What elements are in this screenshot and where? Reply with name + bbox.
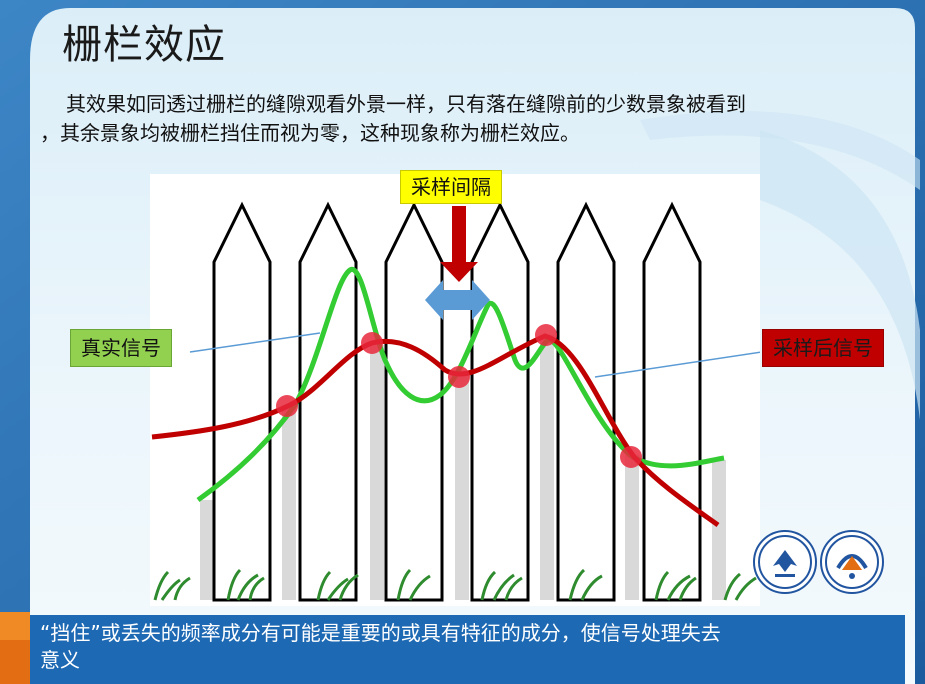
sampled-signal-label: 采样后信号 — [762, 329, 884, 367]
university-logo — [753, 530, 817, 594]
true-signal-pointer — [189, 332, 321, 353]
college-logo — [820, 530, 884, 594]
description-paragraph: 其效果如同透过栅栏的缝隙观看外景一样，只有落在缝隙前的少数景象被看到 ，其余景象… — [40, 90, 900, 148]
sampling-interval-arrows — [425, 206, 490, 320]
sampled-signal-pointer — [594, 351, 763, 378]
fence-diagram — [150, 174, 763, 606]
picket-1 — [212, 201, 272, 602]
grass — [153, 568, 757, 601]
picket-6 — [642, 201, 702, 602]
sample-bars — [200, 335, 726, 600]
footer-bar — [30, 615, 905, 684]
fence-pickets — [212, 201, 702, 602]
footer-text: “挡住”或丢失的频率成分有可能是重要的或具有特征的成分，使信号处理失去 意义 — [40, 620, 900, 674]
description-line-2: ，其余景象均被栅栏挡住而视为零，这种现象称为栅栏效应。 — [40, 121, 580, 145]
slide-title: 栅栏效应 — [62, 22, 226, 68]
description-line-1: 其效果如同透过栅栏的缝隙观看外景一样，只有落在缝隙前的少数景象被看到 — [66, 92, 746, 116]
fence-diagram-svg — [151, 201, 763, 602]
sampling-interval-label: 采样间隔 — [400, 170, 502, 204]
footer-line-2: 意义 — [40, 648, 80, 672]
footer-line-1: “挡住”或丢失的频率成分有可能是重要的或具有特征的成分，使信号处理失去 — [40, 621, 721, 645]
picket-3 — [384, 201, 444, 602]
picket-5 — [556, 201, 616, 602]
picket-2 — [298, 201, 358, 602]
true-signal-label: 真实信号 — [70, 329, 172, 367]
sample-points — [276, 324, 642, 468]
picket-4 — [470, 201, 530, 602]
